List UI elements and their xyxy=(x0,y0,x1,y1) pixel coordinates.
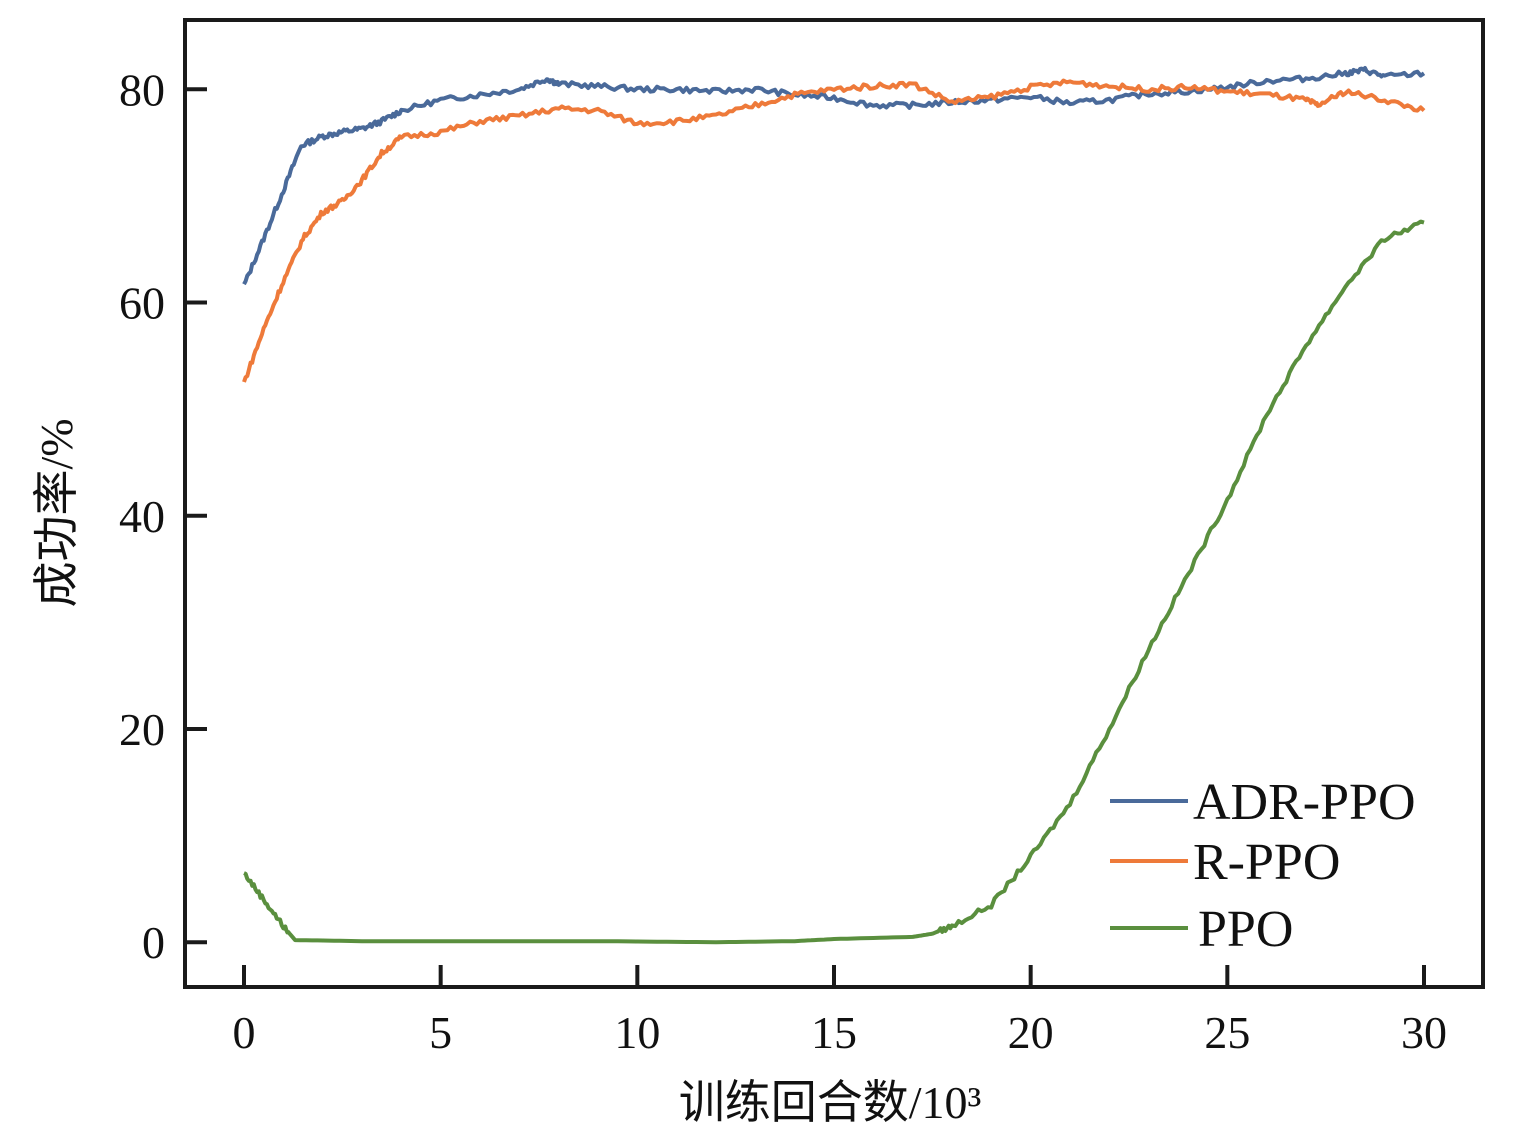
x-tick-label: 5 xyxy=(429,1007,452,1058)
series-layer xyxy=(242,66,1426,945)
legend-label: ADR-PPO xyxy=(1193,774,1416,831)
y-tick-label: 80 xyxy=(119,64,165,115)
x-tick-label: 10 xyxy=(614,1007,660,1058)
y-tick-label: 60 xyxy=(119,278,165,329)
x-tick-label: 20 xyxy=(1008,1007,1054,1058)
x-tick-label: 30 xyxy=(1401,1007,1447,1058)
legend-label: PPO xyxy=(1198,901,1293,958)
x-tick-label: 0 xyxy=(233,1007,256,1058)
y-tick-label: 20 xyxy=(119,704,165,755)
y-axis-label: 成功率/% xyxy=(31,418,82,607)
y-tick-label: 0 xyxy=(142,917,165,968)
x-axis-label: 训练回合数/10³ xyxy=(679,1077,982,1128)
legend-label: R-PPO xyxy=(1193,834,1340,891)
series-line-ppo xyxy=(243,219,1425,945)
x-tick-label: 25 xyxy=(1204,1007,1250,1058)
series-line-adr-ppo xyxy=(242,66,1426,286)
series-line-r-ppo xyxy=(242,78,1426,383)
x-tick-label: 15 xyxy=(811,1007,857,1058)
ticks-layer: 0 5 10 15 20 25 30 0 20 40 60 80 xyxy=(119,64,1447,1058)
y-tick-label: 40 xyxy=(119,491,165,542)
